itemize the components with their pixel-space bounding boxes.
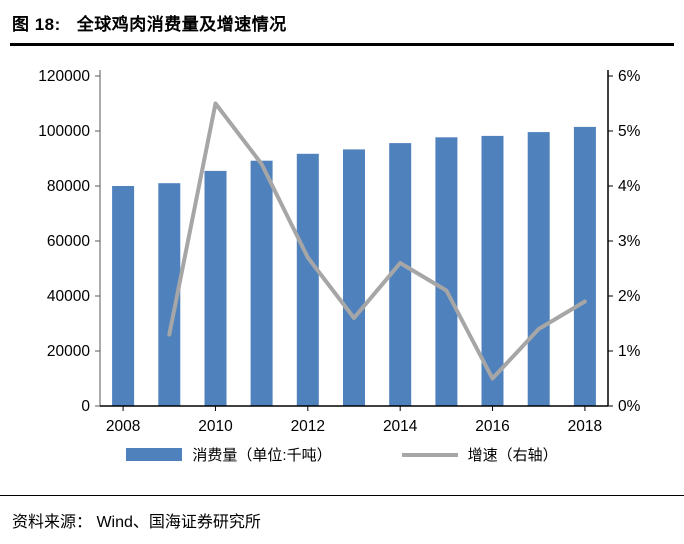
- x-axis-label: 2012: [291, 418, 325, 435]
- left-axis-label: 100000: [38, 123, 90, 140]
- legend-label-growth: 增速（右轴）: [467, 447, 558, 464]
- right-axis-label: 1%: [618, 343, 641, 360]
- left-axis-label: 60000: [47, 233, 90, 250]
- consumption-bar: [527, 132, 550, 406]
- consumption-bar: [481, 135, 504, 406]
- legend-line-swatch: [401, 452, 458, 457]
- right-axis-label: 0%: [618, 398, 641, 415]
- right-axis-label: 4%: [618, 178, 641, 195]
- left-axis-label: 20000: [47, 343, 90, 360]
- consumption-bar: [389, 143, 412, 406]
- figure-number: 图 18:: [12, 15, 61, 34]
- right-axis-label: 6%: [618, 68, 641, 85]
- consumption-bar: [435, 137, 458, 407]
- consumption-bar: [112, 186, 135, 406]
- legend-bar-swatch: [126, 448, 183, 461]
- source-text: 资料来源： Wind、国海证券研究所: [12, 514, 261, 531]
- x-axis-label: 2010: [198, 418, 233, 435]
- consumption-bar: [573, 126, 596, 407]
- consumption-bar: [296, 153, 319, 406]
- left-axis-label: 0: [81, 398, 90, 415]
- x-axis-label: 2014: [383, 418, 418, 435]
- figure-title-text: 全球鸡肉消费量及增速情况: [76, 15, 287, 34]
- x-axis-label: 2008: [106, 418, 140, 435]
- source-row: 资料来源： Wind、国海证券研究所: [0, 495, 684, 532]
- consumption-bar: [250, 160, 273, 406]
- consumption-bar: [158, 183, 181, 406]
- consumption-growth-chart: 0 20000 40000 60000 80000 100000 120000 0% 1% 2% 3…: [38, 68, 641, 435]
- x-axis-label: 2016: [475, 418, 509, 435]
- x-axis-label: 2018: [568, 418, 602, 435]
- legend-item-growth: 增速（右轴）: [401, 444, 558, 465]
- right-axis-label: 2%: [618, 288, 641, 305]
- growth-line: [167, 101, 587, 381]
- consumption-bar: [343, 149, 365, 406]
- legend-label-consumption: 消费量（单位:千吨）: [192, 447, 332, 464]
- consumption-bar: [204, 170, 227, 406]
- left-axis-label: 40000: [47, 288, 90, 305]
- left-axis-label: 120000: [38, 68, 90, 85]
- left-axis-label: 80000: [47, 178, 90, 195]
- chart-legend: 消费量（单位:千吨） 增速（右轴）: [0, 444, 684, 465]
- right-axis-label: 5%: [618, 123, 641, 140]
- right-axis-label: 3%: [618, 233, 641, 250]
- figure-title: 图 18: 全球鸡肉消费量及增速情况: [10, 8, 674, 46]
- legend-item-consumption: 消费量（单位:千吨）: [126, 444, 332, 465]
